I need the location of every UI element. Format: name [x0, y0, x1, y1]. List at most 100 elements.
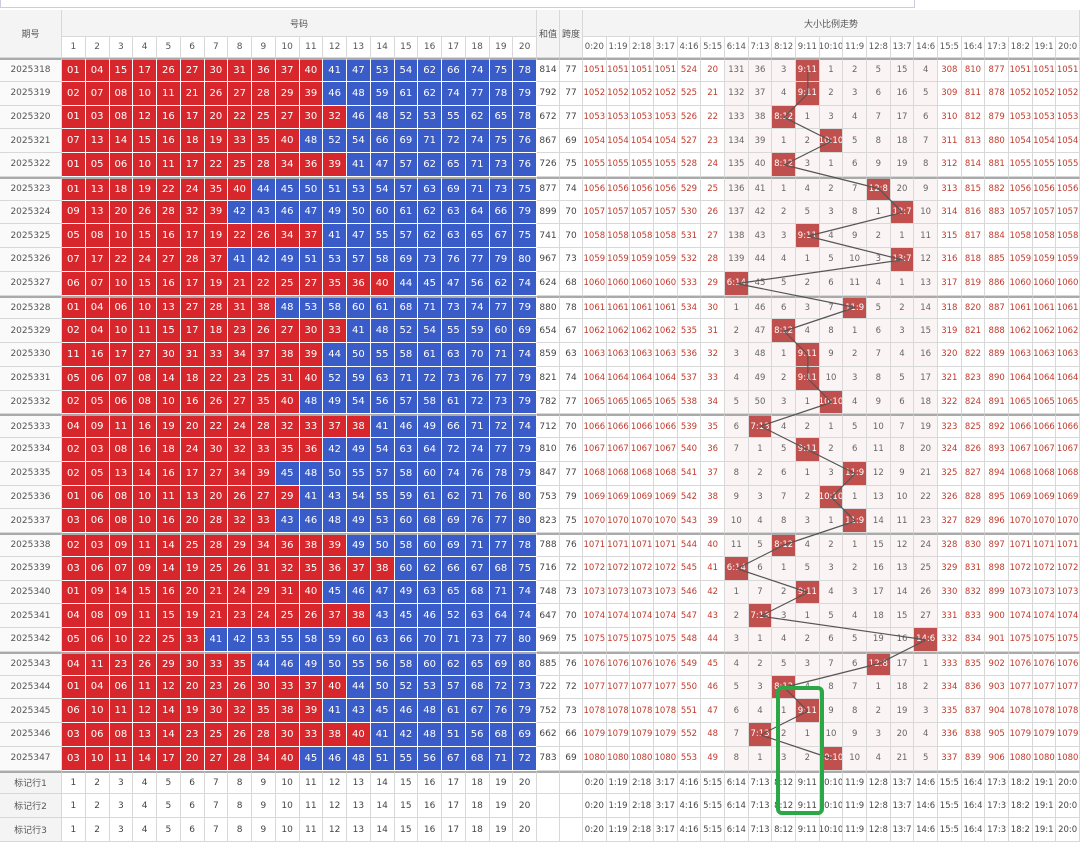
trend-miss: 896 — [985, 509, 1009, 533]
trend-miss: 7 — [748, 580, 773, 605]
number-ball: 56 — [465, 271, 490, 296]
trend-miss: 1053 — [1032, 105, 1057, 130]
trend-miss: 46 — [748, 295, 773, 320]
trend-miss: 1063 — [606, 343, 631, 367]
trend-miss: 50 — [748, 390, 773, 415]
number-ball: 66 — [394, 628, 419, 652]
number-ball: 36 — [299, 438, 324, 462]
trend-miss: 1051 — [1009, 58, 1033, 82]
sum-cell: 899 — [537, 200, 560, 225]
number-ball: 16 — [157, 461, 181, 486]
trend-miss: 6 — [867, 81, 891, 106]
number-ball: 53 — [347, 176, 371, 201]
trend-miss: 1059 — [630, 248, 654, 272]
number-ball: 72 — [465, 390, 490, 415]
trend-miss: 3 — [796, 509, 820, 533]
trend-miss: 1068 — [583, 461, 607, 486]
trend-miss: 4 — [843, 604, 867, 628]
trend-miss: 527 — [677, 129, 702, 153]
number-ball: 21 — [204, 604, 229, 628]
number-ball: 66 — [370, 129, 395, 153]
trend-miss: 888 — [985, 319, 1009, 343]
trend-miss: 49 — [748, 366, 773, 391]
number-ball: 01 — [62, 105, 86, 130]
number-ball: 20 — [180, 509, 205, 533]
trend-miss: 2 — [748, 651, 773, 676]
number-ball: 14 — [157, 556, 181, 581]
issue-cell: 2025320 — [0, 105, 62, 130]
number-ball: 06 — [109, 390, 134, 415]
trend-miss: 334 — [938, 675, 962, 700]
number-ball: 35 — [204, 176, 229, 201]
number-ball: 44 — [347, 675, 371, 700]
number-ball: 71 — [465, 176, 490, 201]
number-ball: 58 — [394, 343, 419, 367]
number-ball: 40 — [228, 176, 252, 201]
number-ball: 72 — [442, 438, 466, 462]
trend-miss: 5 — [843, 129, 867, 153]
number-ball: 09 — [133, 556, 157, 581]
trend-miss: 28 — [701, 248, 725, 272]
trend-miss: 8 — [772, 509, 796, 533]
number-ball: 46 — [323, 81, 347, 106]
number-ball: 07 — [109, 556, 134, 581]
number-ball: 16 — [157, 580, 181, 605]
number-col-header: 18 — [465, 37, 490, 58]
number-ball: 33 — [323, 319, 347, 343]
trend-miss: 1067 — [654, 438, 678, 462]
number-ball: 16 — [85, 343, 110, 367]
trend-miss: 526 — [677, 105, 702, 130]
number-ball: 19 — [180, 604, 205, 628]
issue-cell: 2025344 — [0, 675, 62, 700]
trend-miss: 8 — [819, 319, 844, 343]
number-ball: 10 — [133, 81, 157, 106]
number-ball: 57 — [347, 248, 371, 272]
number-col-header: 12 — [323, 37, 347, 58]
trend-line — [831, 496, 856, 522]
trend-miss: 4 — [819, 224, 844, 248]
trend-miss: 530 — [677, 200, 702, 225]
trend-miss: 132 — [725, 81, 749, 106]
trend-miss: 40 — [748, 153, 773, 177]
trend-miss: 1058 — [1056, 224, 1080, 248]
number-ball: 07 — [85, 271, 110, 296]
number-ball: 11 — [157, 485, 181, 510]
trend-miss: 831 — [961, 556, 986, 581]
number-ball: 71 — [442, 628, 466, 652]
number-ball: 22 — [157, 176, 181, 201]
number-ball: 33 — [228, 129, 252, 153]
number-ball: 07 — [85, 81, 110, 106]
number-ball: 11 — [62, 343, 86, 367]
number-ball: 05 — [62, 224, 86, 248]
number-ball: 33 — [204, 651, 229, 676]
issue-cell: 2025318 — [0, 58, 62, 82]
number-ball: 54 — [370, 176, 395, 201]
trend-col-header: 12:8 — [867, 37, 891, 58]
number-ball: 62 — [418, 224, 442, 248]
trend-miss: 1057 — [606, 200, 631, 225]
number-ball: 06 — [62, 699, 86, 723]
trend-miss: 897 — [985, 533, 1009, 557]
trend-line — [783, 140, 832, 166]
trend-miss: 546 — [677, 580, 702, 605]
trend-miss: 881 — [985, 153, 1009, 177]
trend-miss: 1052 — [1009, 81, 1033, 106]
span-cell: 70 — [560, 200, 583, 225]
trend-miss: 1062 — [606, 319, 631, 343]
trend-miss: 1076 — [630, 651, 654, 676]
trend-miss: 886 — [985, 271, 1009, 296]
trend-miss: 1057 — [1056, 200, 1080, 225]
trend-miss: 2 — [748, 461, 773, 486]
trend-miss: 1 — [796, 248, 820, 272]
number-ball: 52 — [323, 366, 347, 391]
number-ball: 22 — [252, 271, 276, 296]
number-ball: 26 — [228, 675, 252, 700]
trend-miss: 1070 — [654, 509, 678, 533]
number-ball: 73 — [442, 366, 466, 391]
sum-cell: 810 — [537, 438, 560, 462]
trend-miss: 20 — [890, 176, 915, 201]
trend-col-header: 8:12 — [772, 37, 796, 58]
number-ball: 45 — [394, 604, 419, 628]
trend-miss: 18 — [914, 390, 938, 415]
trend-miss: 1069 — [1009, 485, 1033, 510]
